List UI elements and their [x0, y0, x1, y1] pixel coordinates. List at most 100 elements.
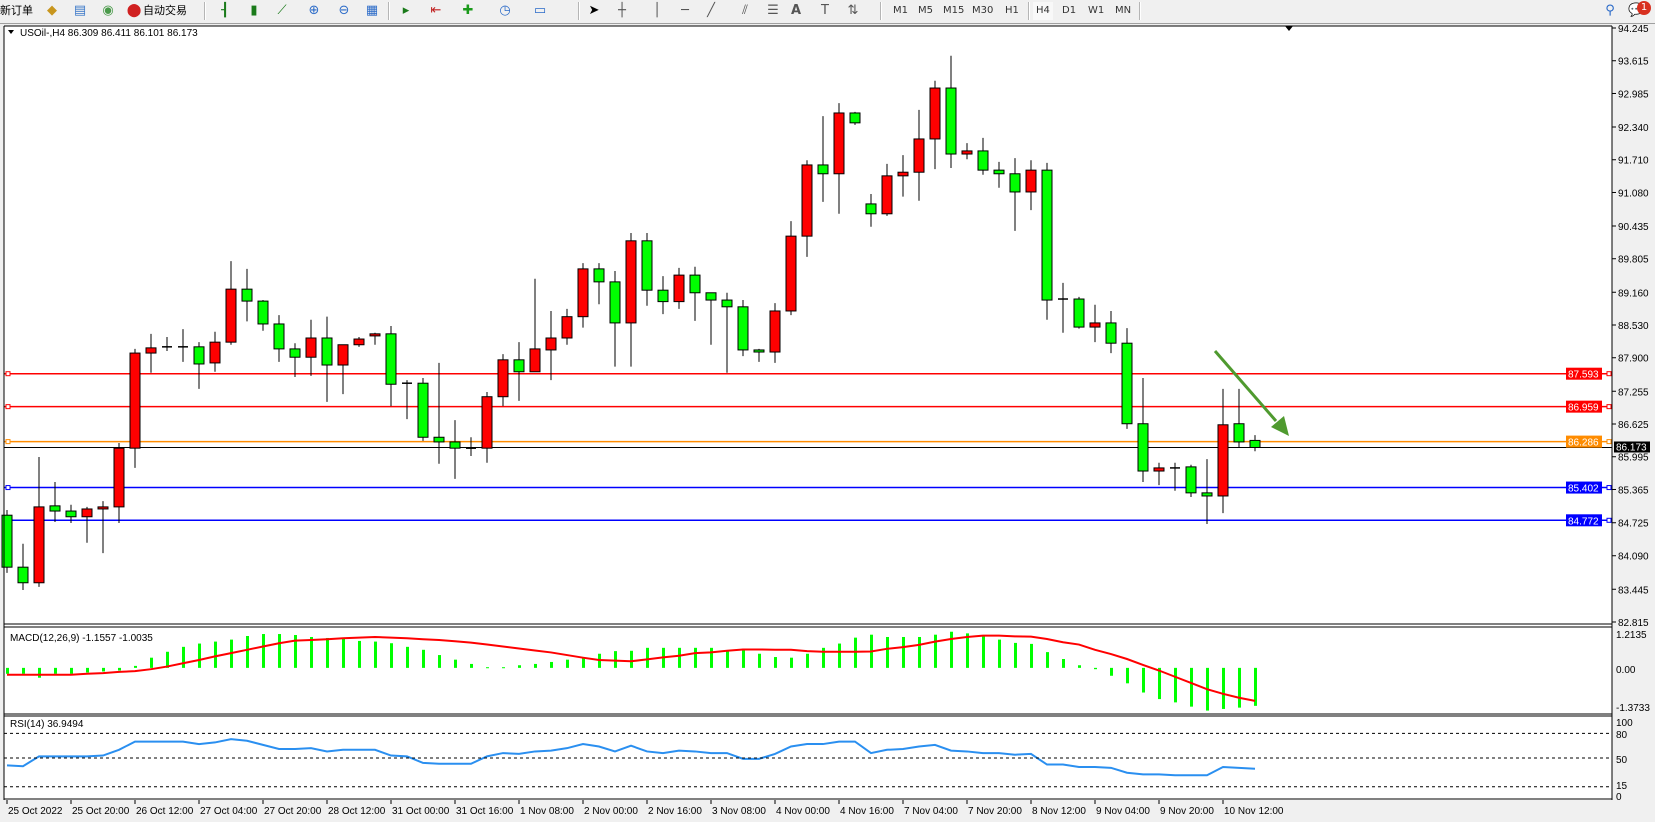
notification-badge[interactable]: 1	[1637, 1, 1651, 15]
macd-histogram-bar	[614, 651, 617, 668]
line-handle[interactable]	[1606, 517, 1612, 523]
time-label: 1 Nov 08:00	[520, 806, 574, 817]
time-label: 26 Oct 12:00	[136, 806, 194, 817]
candle-body	[1201, 492, 1213, 497]
macd-tick-label: 0.00	[1616, 665, 1636, 676]
time-label: 31 Oct 00:00	[392, 806, 450, 817]
new-order-button[interactable]: 新订单	[0, 4, 33, 17]
candle	[945, 55, 957, 169]
macd-histogram-bar	[902, 636, 905, 668]
macd-histogram-bar	[1158, 667, 1161, 700]
market-watch-icon[interactable]: ▤	[73, 3, 87, 18]
timeframe-d1[interactable]: D1	[1062, 5, 1077, 16]
macd-histogram-bar	[1062, 659, 1065, 668]
auto-trading-button[interactable]: 自动交易	[143, 4, 187, 17]
timeframe-m1[interactable]: M1	[893, 5, 908, 16]
line-handle[interactable]	[5, 371, 11, 377]
templates-icon[interactable]: ▭	[533, 3, 547, 18]
trend-arrow-shaft[interactable]	[1213, 350, 1278, 422]
zoom-in-icon[interactable]: ⊕	[308, 3, 320, 18]
trendline-icon[interactable]: ╱	[707, 3, 715, 18]
price-line-label-bg	[1566, 367, 1602, 380]
candle-body	[721, 299, 733, 308]
price-tick-label: 82.815	[1618, 618, 1649, 629]
candle-body	[433, 436, 445, 443]
auto-trading-icon[interactable]: ⬤	[126, 3, 142, 18]
cursor-icon[interactable]: ➤	[588, 3, 600, 18]
time-label: 2 Nov 16:00	[648, 806, 702, 817]
chart-shift-icon[interactable]: ⇤	[430, 3, 442, 18]
candle-body	[529, 348, 541, 373]
new-chart-icon[interactable]: ✚	[462, 3, 474, 18]
arrows-icon[interactable]: ⇅	[847, 3, 859, 18]
line-handle[interactable]	[5, 439, 11, 445]
candle-body	[1025, 169, 1037, 193]
macd-histogram-bar	[678, 647, 681, 668]
line-handle[interactable]	[1606, 371, 1612, 377]
current-price-label-bg	[1614, 441, 1650, 453]
vertical-line-icon[interactable]: │	[653, 3, 661, 18]
candle	[1233, 388, 1245, 448]
candle	[769, 303, 781, 363]
candle	[897, 155, 909, 197]
auto-scroll-icon[interactable]: ▸	[402, 3, 410, 18]
dropdown-triangle-icon[interactable]	[8, 30, 14, 34]
candle	[529, 278, 541, 373]
price-tick-label: 90.435	[1618, 222, 1649, 233]
candle-body	[1073, 298, 1085, 328]
gold-bars-icon[interactable]: ◆	[47, 3, 57, 18]
timeframe-h4[interactable]: H4	[1033, 2, 1053, 20]
tile-windows-icon[interactable]: ▦	[365, 3, 379, 18]
zoom-out-icon[interactable]: ⊖	[338, 3, 350, 18]
timeframe-m5[interactable]: M5	[918, 5, 933, 16]
price-tick-label: 83.445	[1618, 585, 1649, 596]
signals-icon[interactable]: ◉	[102, 3, 114, 18]
macd-histogram-bar	[134, 665, 137, 668]
chart-shift-marker-icon[interactable]	[1285, 26, 1293, 31]
bar-chart-icon[interactable]: ┨	[221, 3, 229, 18]
text-icon[interactable]: A	[790, 3, 802, 18]
macd-histogram-bar	[422, 649, 425, 668]
candle-body	[625, 240, 637, 324]
search-icon[interactable]: ⚲	[1605, 3, 1615, 18]
candle-body	[497, 359, 509, 398]
macd-histogram-bar	[1046, 652, 1049, 668]
rsi-tick-label: 100	[1616, 718, 1633, 729]
macd-histogram-bar	[758, 653, 761, 668]
candlestick-icon[interactable]: ▮	[250, 3, 258, 18]
toolbar: 新订单 ◆ ▤ ◉ ⬤ 自动交易 ┨ ▮ ⟋ ⊕ ⊖ ▦ ▸ ⇤ ✚ ◷ ▭ ➤…	[0, 0, 1655, 24]
timeframe-m15[interactable]: M15	[943, 5, 965, 16]
time-label: 10 Nov 12:00	[1224, 806, 1284, 817]
candle-body	[17, 566, 29, 584]
price-line-label: 84.772	[1568, 516, 1599, 527]
macd-histogram-bar	[102, 667, 105, 672]
timeframe-h1[interactable]: H1	[1005, 5, 1019, 16]
line-handle[interactable]	[5, 485, 11, 491]
candle-body	[817, 164, 829, 175]
arrow-head-icon	[1271, 416, 1289, 436]
text-label-icon[interactable]: T	[821, 3, 829, 18]
line-handle[interactable]	[1606, 404, 1612, 410]
line-chart-icon[interactable]: ⟋	[277, 3, 287, 18]
macd-histogram-bar	[950, 631, 953, 668]
horizontal-line-icon[interactable]: ─	[681, 3, 689, 18]
timeframe-mn[interactable]: MN	[1115, 5, 1132, 16]
price-tick-label: 89.160	[1618, 288, 1649, 299]
candle-body	[241, 288, 253, 302]
candle	[113, 442, 125, 523]
fibo-retracement-icon[interactable]: ☰	[767, 3, 779, 18]
candle-body	[145, 347, 157, 354]
line-handle[interactable]	[1606, 485, 1612, 491]
candle	[385, 326, 397, 407]
candle-body	[977, 150, 989, 171]
line-handle[interactable]	[1606, 439, 1612, 445]
line-handle[interactable]	[5, 404, 11, 410]
periods-clock-icon[interactable]: ◷	[499, 3, 511, 18]
fibo-channel-icon[interactable]: ⫽	[742, 3, 748, 18]
timeframe-w1[interactable]: W1	[1088, 5, 1105, 16]
crosshair-icon[interactable]: ┼	[618, 3, 626, 18]
macd-histogram-bar	[518, 665, 521, 668]
rsi-tick-label: 50	[1616, 755, 1628, 766]
timeframe-m30[interactable]: M30	[972, 5, 994, 16]
